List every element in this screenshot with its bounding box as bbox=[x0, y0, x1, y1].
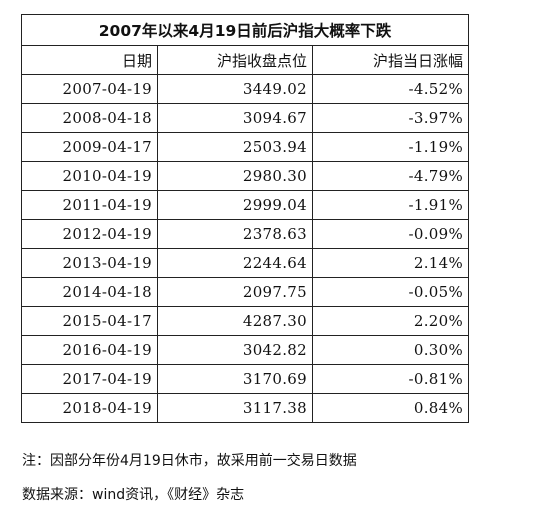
table-row: 2011-04-19 2999.04 -1.91% bbox=[21, 190, 470, 220]
cell-change: 0.84% bbox=[311, 393, 470, 423]
table-row: 2008-04-18 3094.67 -3.97% bbox=[21, 103, 470, 133]
table-row: 2018-04-19 3117.38 0.84% bbox=[21, 393, 470, 423]
cell-date: 2014-04-18 bbox=[21, 277, 158, 307]
cell-date: 2016-04-19 bbox=[21, 335, 158, 365]
cell-date: 2015-04-17 bbox=[21, 306, 158, 336]
cell-close: 3042.82 bbox=[157, 335, 313, 365]
footnote: 注：因部分年份4月19日休市，故采用前一交易日数据 bbox=[22, 453, 357, 469]
table-row: 2009-04-17 2503.94 -1.19% bbox=[21, 132, 470, 162]
table-row: 2010-04-19 2980.30 -4.79% bbox=[21, 161, 470, 191]
cell-change: 0.30% bbox=[311, 335, 470, 365]
header-row: 日期 沪指收盘点位 沪指当日涨幅 bbox=[21, 45, 470, 75]
cell-date: 2009-04-17 bbox=[21, 132, 158, 162]
cell-change: 2.20% bbox=[311, 306, 470, 336]
table-row: 2012-04-19 2378.63 -0.09% bbox=[21, 219, 470, 249]
cell-close: 2244.64 bbox=[157, 248, 313, 278]
cell-close: 3170.69 bbox=[157, 364, 313, 394]
table-row: 2015-04-17 4287.30 2.20% bbox=[21, 306, 470, 336]
cell-close: 2503.94 bbox=[157, 132, 313, 162]
cell-change: -0.81% bbox=[311, 364, 470, 394]
cell-change: -4.52% bbox=[311, 74, 470, 104]
cell-close: 2378.63 bbox=[157, 219, 313, 249]
cell-date: 2012-04-19 bbox=[21, 219, 158, 249]
cell-change: 2.14% bbox=[311, 248, 470, 278]
table-row: 2007-04-19 3449.02 -4.52% bbox=[21, 74, 470, 104]
column-header-close: 沪指收盘点位 bbox=[157, 45, 313, 75]
cell-date: 2007-04-19 bbox=[21, 74, 158, 104]
cell-date: 2011-04-19 bbox=[21, 190, 158, 220]
cell-date: 2010-04-19 bbox=[21, 161, 158, 191]
data-table: 2007年以来4月19日前后沪指大概率下跌 日期 沪指收盘点位 沪指当日涨幅 2… bbox=[20, 14, 470, 423]
source-note: 数据来源：wind资讯，《财经》杂志 bbox=[22, 487, 245, 503]
cell-change: -1.91% bbox=[311, 190, 470, 220]
cell-close: 2999.04 bbox=[157, 190, 313, 220]
table-row: 2017-04-19 3170.69 -0.81% bbox=[21, 364, 470, 394]
table-title: 2007年以来4月19日前后沪指大概率下跌 bbox=[20, 14, 470, 46]
cell-change: -4.79% bbox=[311, 161, 470, 191]
cell-date: 2017-04-19 bbox=[21, 364, 158, 394]
table-row: 2014-04-18 2097.75 -0.05% bbox=[21, 277, 470, 307]
column-header-date: 日期 bbox=[21, 45, 158, 75]
cell-close: 2097.75 bbox=[157, 277, 313, 307]
cell-date: 2013-04-19 bbox=[21, 248, 158, 278]
cell-close: 3117.38 bbox=[157, 393, 313, 423]
cell-change: -0.05% bbox=[311, 277, 470, 307]
cell-change: -0.09% bbox=[311, 219, 470, 249]
cell-date: 2018-04-19 bbox=[21, 393, 158, 423]
cell-close: 2980.30 bbox=[157, 161, 313, 191]
cell-close: 4287.30 bbox=[157, 306, 313, 336]
column-header-change: 沪指当日涨幅 bbox=[311, 45, 470, 75]
cell-close: 3449.02 bbox=[157, 74, 313, 104]
table-row: 2016-04-19 3042.82 0.30% bbox=[21, 335, 470, 365]
cell-change: -3.97% bbox=[311, 103, 470, 133]
cell-date: 2008-04-18 bbox=[21, 103, 158, 133]
table-row: 2013-04-19 2244.64 2.14% bbox=[21, 248, 470, 278]
cell-close: 3094.67 bbox=[157, 103, 313, 133]
cell-change: -1.19% bbox=[311, 132, 470, 162]
